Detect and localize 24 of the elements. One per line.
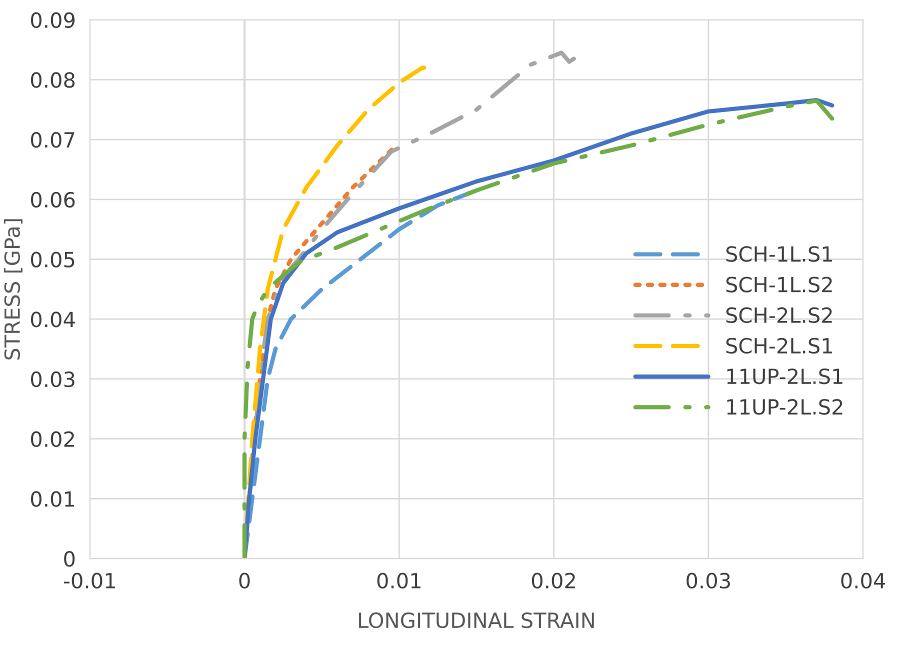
y-tick-label: 0.09: [31, 12, 75, 28]
legend-label: SCH-1L.S1: [726, 246, 832, 262]
x-tick-label: 0.01: [377, 572, 420, 589]
y-tick-label: 0.02: [31, 431, 74, 448]
y-tick-label: 0.03: [31, 371, 74, 388]
legend-label: SCH-2L.S2: [726, 307, 832, 324]
y-tick-label: 0.08: [31, 72, 75, 88]
legend-label: SCH-1L.S2: [726, 276, 832, 292]
y-tick-label: 0.06: [31, 192, 75, 208]
y-tick-label: 0.07: [31, 132, 74, 148]
x-tick-label: 0.04: [841, 572, 886, 589]
x-axis-title: LONGITUDINAL STRAIN: [359, 612, 594, 628]
y-axis-title: STRESS [GPa]: [4, 219, 22, 360]
x-tick-label: 0.02: [532, 572, 575, 589]
y-tick-label: 0.04: [31, 312, 75, 328]
y-tick-label: 0.05: [31, 252, 74, 268]
legend-label: SCH-2L.S1: [726, 338, 832, 354]
x-tick-label: 0.03: [686, 572, 730, 589]
legend-label: 11UP-2L.S2: [727, 399, 842, 415]
y-tick-label: 0: [64, 551, 75, 567]
x-tick-label: 0: [239, 572, 250, 589]
y-tick-label: 0.01: [31, 491, 74, 507]
legend-label: 11UP-2L.S1: [727, 368, 842, 384]
x-tick-label: -0.01: [64, 572, 115, 589]
